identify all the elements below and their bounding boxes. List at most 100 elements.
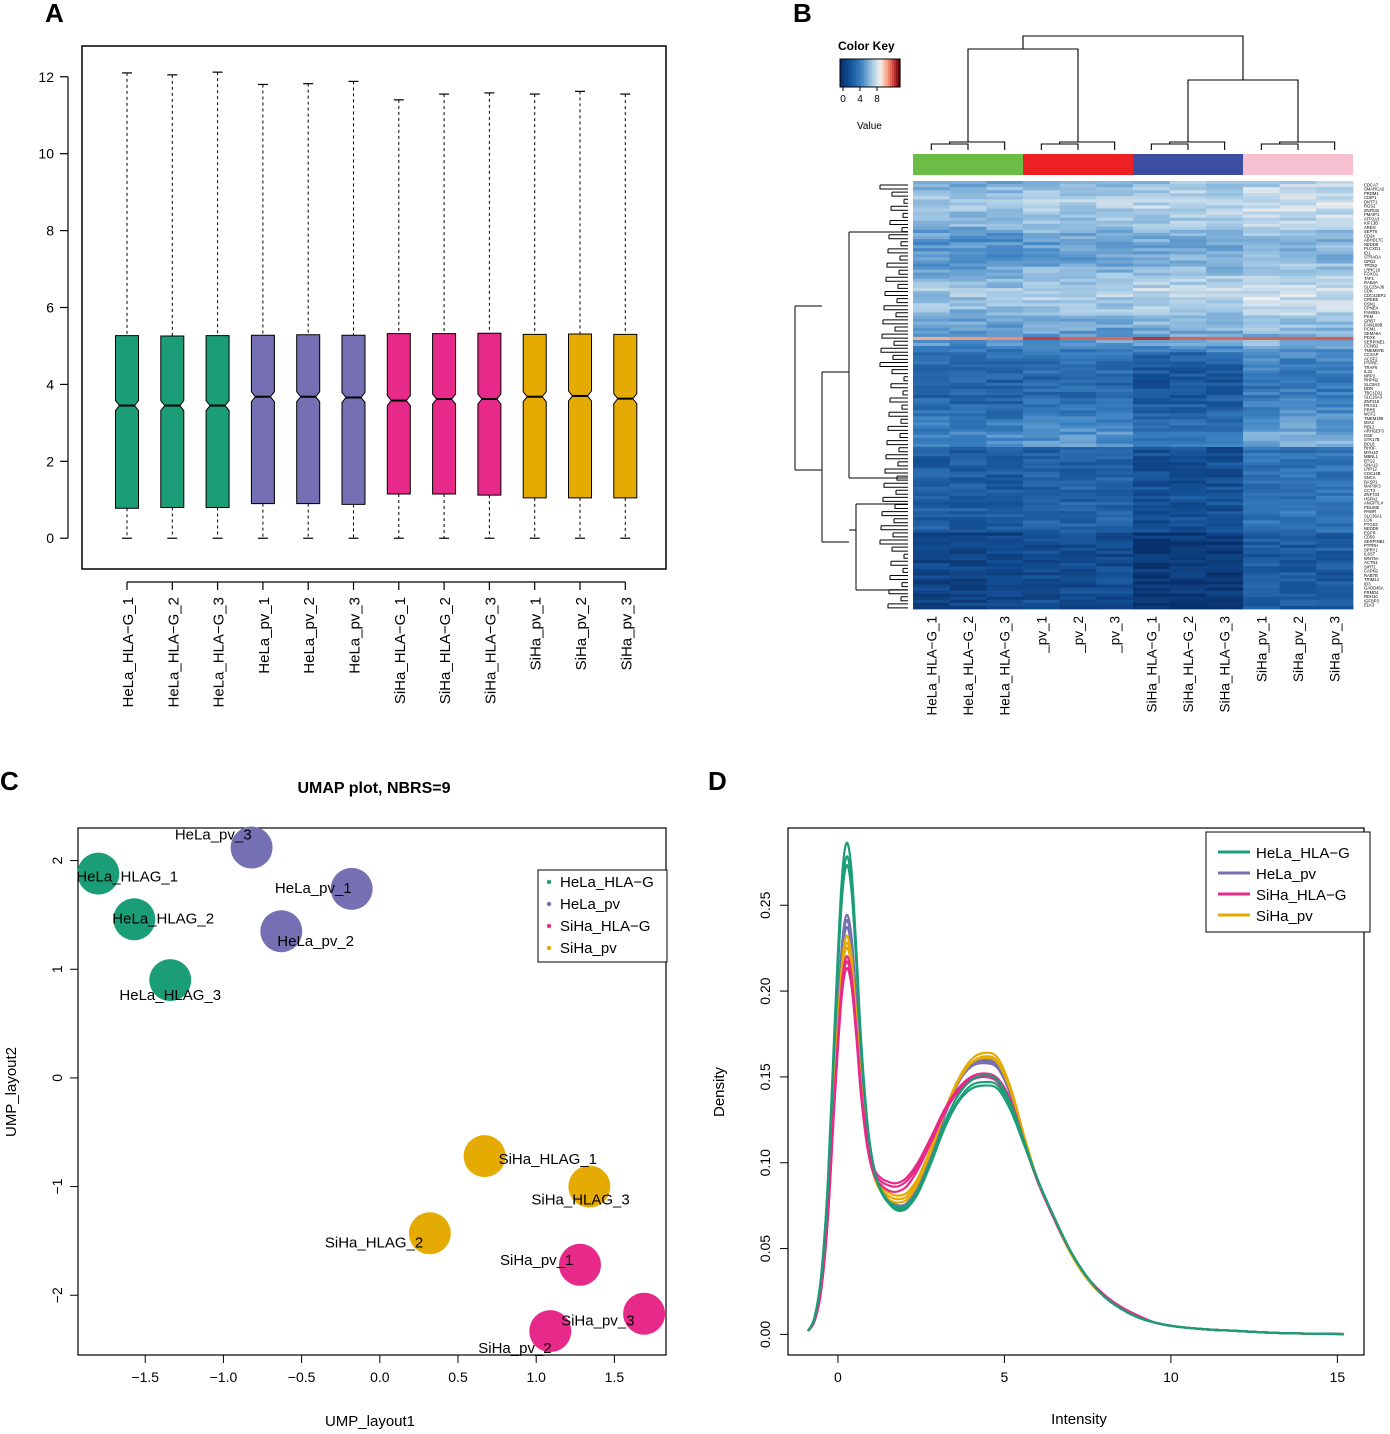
heatmap-cell (986, 590, 1024, 595)
heatmap-cell (1206, 560, 1244, 564)
heatmap-cell (986, 602, 1024, 607)
heatmap-cell (1023, 260, 1061, 264)
heatmap-cell (1023, 346, 1061, 350)
heatmap-cell (1096, 563, 1134, 567)
heatmap-cell (1279, 187, 1317, 191)
heatmap-cell (1206, 489, 1244, 494)
heatmap-cell (1169, 471, 1207, 475)
heatmap-cell (949, 404, 987, 408)
heatmap-cell (1096, 419, 1134, 423)
row-label: SMARCA2 (1364, 187, 1385, 192)
heatmap-cell (1059, 284, 1097, 289)
heatmap-cell (1096, 181, 1134, 185)
heatmap-cell (1316, 422, 1354, 426)
heatmap-cell (986, 266, 1024, 271)
row-label: SPRY1 (1364, 547, 1378, 552)
heatmap-cell (1206, 333, 1244, 338)
heatmap-cell (1316, 385, 1354, 390)
box-hela_hla-g (115, 335, 139, 509)
heatmap-cell (1279, 373, 1317, 378)
row-label: PTPRF (1364, 361, 1378, 366)
heatmap-cell (1023, 229, 1061, 234)
heatmap-cell (1316, 232, 1354, 237)
heatmap-cell (1169, 547, 1207, 552)
heatmap-cell (1023, 456, 1061, 460)
heatmap-cell (1206, 505, 1244, 509)
heatmap-cell (1059, 263, 1097, 267)
dendrogram-branch (1022, 35, 1244, 80)
heatmap-cell (1279, 450, 1317, 454)
heatmap-cell (949, 526, 987, 530)
heatmap-cell (1206, 214, 1244, 219)
heatmap-cell (1316, 547, 1354, 552)
heatmap-cell (1316, 575, 1354, 579)
heatmap-cell (1279, 550, 1317, 555)
heatmap-cell (1316, 407, 1354, 411)
heatmap-cell (1206, 517, 1244, 521)
heatmap-cell (1059, 456, 1097, 460)
heatmap-cell (1316, 254, 1354, 258)
heatmap-cell (1096, 483, 1134, 488)
heatmap-cell (949, 364, 987, 368)
heatmap-cell (913, 318, 951, 323)
heatmap-cell (1133, 300, 1171, 304)
heatmap-cell (1169, 495, 1207, 500)
heatmap-cell (1206, 550, 1244, 555)
color-key-swatch (856, 59, 859, 87)
heatmap-cell (1279, 492, 1317, 497)
heatmap-cell (1206, 236, 1244, 240)
heatmap-cell (913, 425, 951, 430)
heatmap-cell (1243, 352, 1281, 356)
heatmap-cell (913, 538, 951, 543)
heatmap-cell (913, 300, 951, 304)
heatmap-cell (1059, 407, 1097, 411)
heatmap-cell (1316, 309, 1354, 313)
heatmap-cell (1059, 413, 1097, 417)
heatmap-cell (986, 202, 1024, 206)
heatmap-cell (1169, 459, 1207, 463)
row-label: STK17B (1364, 437, 1380, 442)
column-dendrogram (930, 35, 1336, 150)
heatmap-cell (1023, 226, 1061, 231)
heatmap-cell (1316, 480, 1354, 485)
heatmap-cell (1096, 434, 1134, 439)
heatmap-cell (1316, 223, 1354, 228)
heatmap-cell (1096, 346, 1134, 350)
heatmap-cell (1279, 495, 1317, 500)
heatmap-cell (1023, 330, 1061, 335)
heatmap-cell (1316, 284, 1354, 289)
heatmap-cell (949, 208, 987, 212)
heatmap-cell (1279, 428, 1317, 433)
heatmap-cell (949, 272, 987, 277)
heatmap-cell (1279, 318, 1317, 323)
heatmap-cell (1096, 605, 1134, 610)
heatmap-cell (1059, 599, 1097, 604)
heatmap-cell (1169, 269, 1207, 274)
heatmap-cell (1169, 343, 1207, 347)
heatmap-cell (1059, 223, 1097, 228)
point-label: HeLa_HLAG_2 (112, 910, 214, 927)
heatmap-cell (1059, 205, 1097, 209)
heatmap-cell (1133, 220, 1171, 225)
heatmap-cell (1206, 602, 1244, 607)
dendrogram-branch (885, 454, 908, 460)
heatmap-cell (1279, 560, 1317, 564)
heatmap-cell (1206, 266, 1244, 271)
heatmap-cell (949, 248, 987, 252)
heatmap-cell (1316, 474, 1354, 478)
heatmap-cell (1023, 370, 1061, 374)
heatmap-cell (1279, 422, 1317, 426)
heatmap-cell (949, 352, 987, 356)
heatmap-cell (986, 395, 1024, 399)
heatmap-cell (1243, 263, 1281, 267)
heatmap-cell (1023, 578, 1061, 582)
y-tick-label: 2 (46, 453, 54, 469)
heatmap-cell (1133, 391, 1171, 396)
heatmap-cell (949, 569, 987, 573)
row-label: DSE (1364, 433, 1373, 438)
heatmap-cell (1243, 434, 1281, 439)
dendrogram-branch (903, 553, 908, 559)
heatmap-cell (986, 254, 1024, 258)
heatmap-cell (1023, 312, 1061, 316)
heatmap-cell (1096, 284, 1134, 289)
